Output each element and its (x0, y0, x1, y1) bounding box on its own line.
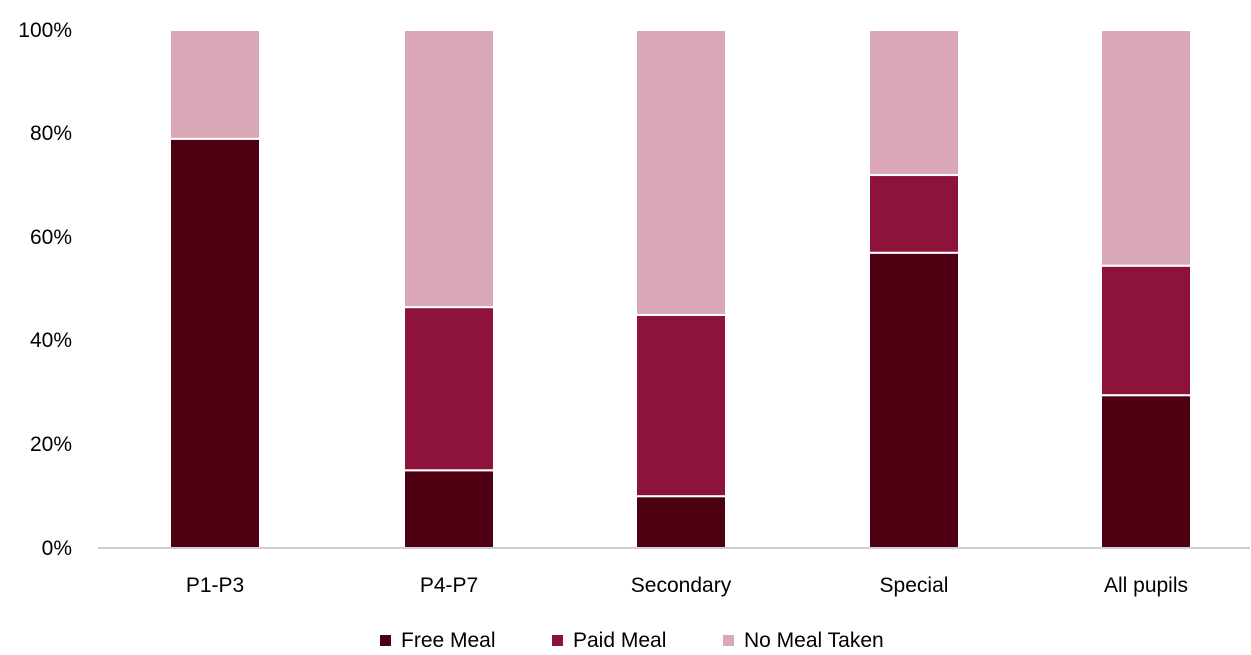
y-tick-label: 40% (30, 329, 72, 352)
bar-paid-meal-secondary (635, 313, 727, 498)
legend: Free Meal Paid Meal No Meal Taken (380, 629, 884, 652)
bar-free-meal-secondary (635, 495, 727, 550)
legend-item-paid-meal: Paid Meal (552, 629, 666, 652)
bar-free-meal-all-pupils (1100, 394, 1192, 549)
bar-no-meal-taken-special (868, 29, 960, 177)
bar-free-meal-p4-p7 (403, 469, 495, 549)
x-axis-ticks: P1-P3 P4-P7 Secondary Special All pupils (186, 574, 1188, 597)
legend-label-free-meal: Free Meal (401, 629, 496, 652)
legend-item-free-meal: Free Meal (380, 629, 496, 652)
x-tick-label: Special (880, 574, 949, 597)
legend-item-no-meal-taken: No Meal Taken (723, 629, 884, 652)
bar-no-meal-taken-all-pupils (1100, 29, 1192, 267)
legend-label-paid-meal: Paid Meal (573, 629, 666, 652)
bar-paid-meal-special (868, 174, 960, 254)
y-tick-label: 0% (42, 537, 72, 560)
x-tick-label: All pupils (1104, 574, 1188, 597)
x-tick-label: P4-P7 (420, 574, 478, 597)
y-tick-label: 80% (30, 122, 72, 145)
legend-swatch-paid-meal (552, 635, 563, 646)
legend-swatch-no-meal-taken (723, 635, 734, 646)
y-axis-ticks: 0% 20% 40% 60% 80% 100% (18, 19, 72, 560)
x-tick-label: P1-P3 (186, 574, 244, 597)
legend-label-no-meal-taken: No Meal Taken (744, 629, 884, 652)
bar-no-meal-taken-p1-p3 (169, 29, 261, 140)
bar-paid-meal-p4-p7 (403, 306, 495, 472)
y-tick-label: 100% (18, 19, 72, 42)
bar-free-meal-special (868, 251, 960, 550)
bar-no-meal-taken-secondary (635, 29, 727, 316)
bar-segments (169, 29, 1192, 550)
legend-swatch-free-meal (380, 635, 391, 646)
bar-free-meal-p1-p3 (169, 137, 261, 549)
x-tick-label: Secondary (631, 574, 732, 597)
bar-no-meal-taken-p4-p7 (403, 29, 495, 309)
y-tick-label: 60% (30, 226, 72, 249)
y-tick-label: 20% (30, 433, 72, 456)
bar-paid-meal-all-pupils (1100, 264, 1192, 397)
